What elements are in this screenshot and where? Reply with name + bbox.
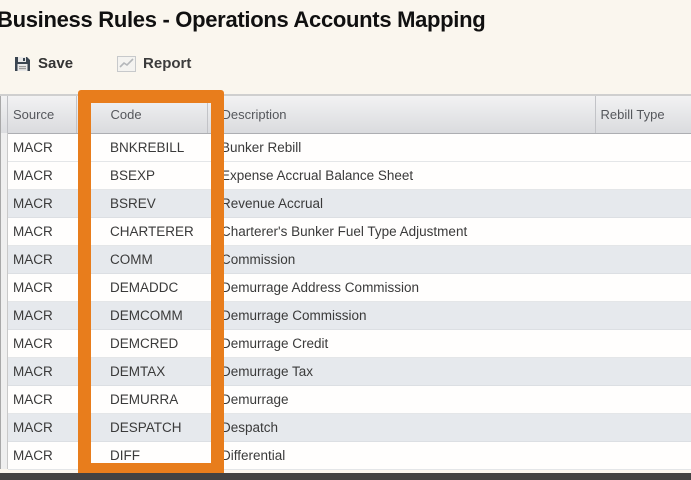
cell-description: Demurrage Commission: [207, 301, 595, 330]
page-title: Business Rules - Operations Accounts Map…: [0, 7, 486, 32]
save-button-label: Save: [38, 55, 74, 72]
cell-code: DESPATCH: [76, 413, 207, 442]
table-row[interactable]: MACR DEMCRED Demurrage Credit: [8, 329, 691, 358]
cell-description: Demurrage Address Commission: [207, 273, 595, 302]
table-row[interactable]: MACR DEMCOMM Demurrage Commission: [8, 301, 691, 330]
cell-rebill_type: [595, 161, 691, 190]
report-button-label: Report: [143, 55, 192, 72]
cell-code: BNKREBILL: [76, 133, 207, 162]
cell-rebill_type: [595, 329, 691, 358]
cell-code: CHARTERER: [76, 217, 207, 246]
table-row[interactable]: MACR DESPATCH Despatch: [8, 413, 691, 442]
column-header-rebill-type[interactable]: Rebill Type: [595, 96, 691, 134]
table-row[interactable]: MACR BNKREBILL Bunker Rebill: [8, 133, 691, 162]
cell-description: Expense Accrual Balance Sheet: [207, 161, 595, 190]
cell-source: MACR: [8, 161, 76, 190]
table-row[interactable]: MACR CHARTERER Charterer's Bunker Fuel Typ…: [8, 217, 691, 246]
cell-source: MACR: [8, 189, 76, 218]
cell-rebill_type: [595, 441, 691, 470]
bottom-bar: [0, 473, 691, 480]
cell-code: COMM: [76, 245, 207, 274]
table-row[interactable]: MACR DIFF Differential: [8, 441, 691, 470]
cell-code: DEMADDC: [76, 273, 207, 302]
cell-rebill_type: [595, 357, 691, 386]
table-row[interactable]: MACR COMM Commission: [8, 245, 691, 274]
cell-code: BSREV: [76, 189, 207, 218]
accounts-mapping-table: Source Code Description Rebill Type MACR…: [8, 96, 691, 470]
cell-description: Charterer's Bunker Fuel Type Adjustment: [207, 217, 595, 246]
table-row[interactable]: MACR BSREV Revenue Accrual: [8, 189, 691, 218]
cell-rebill_type: [595, 217, 691, 246]
table-row[interactable]: MACR DEMURRA Demurrage: [8, 385, 691, 414]
cell-rebill_type: [595, 413, 691, 442]
cell-source: MACR: [8, 133, 76, 162]
cell-description: Revenue Accrual: [207, 189, 595, 218]
toolbar: Save Report: [10, 53, 195, 74]
table-header-row: Source Code Description Rebill Type: [8, 96, 691, 134]
table-row[interactable]: MACR DEMTAX Demurrage Tax: [8, 357, 691, 386]
cell-source: MACR: [8, 413, 76, 442]
column-header-source[interactable]: Source: [8, 96, 77, 134]
cell-rebill_type: [595, 273, 691, 302]
cell-source: MACR: [8, 273, 76, 302]
column-header-description[interactable]: Description: [207, 96, 596, 134]
cell-source: MACR: [8, 357, 76, 386]
column-header-code[interactable]: Code: [76, 96, 208, 134]
cell-description: Demurrage Credit: [207, 329, 595, 358]
table-row[interactable]: MACR BSEXP Expense Accrual Balance Sheet: [8, 161, 691, 190]
cell-source: MACR: [8, 245, 76, 274]
floppy-disk-icon: [14, 55, 31, 72]
table-top-border: [0, 94, 691, 96]
cell-rebill_type: [595, 385, 691, 414]
cell-description: Differential: [207, 441, 595, 470]
cell-rebill_type: [595, 133, 691, 162]
cell-description: Despatch: [207, 413, 595, 442]
cell-rebill_type: [595, 301, 691, 330]
line-chart-icon: [117, 55, 137, 72]
cell-code: BSEXP: [76, 161, 207, 190]
cell-source: MACR: [8, 301, 76, 330]
cell-source: MACR: [8, 329, 76, 358]
cell-code: DIFF: [76, 441, 207, 470]
gutter-header-cell: [0, 96, 8, 133]
cell-code: DEMTAX: [76, 357, 207, 386]
row-selector-gutter: [0, 96, 8, 469]
cell-description: Commission: [207, 245, 595, 274]
save-button[interactable]: Save: [10, 53, 77, 74]
cell-source: MACR: [8, 441, 76, 470]
cell-source: MACR: [8, 385, 76, 414]
cell-rebill_type: [595, 245, 691, 274]
cell-description: Demurrage: [207, 385, 595, 414]
cell-source: MACR: [8, 217, 76, 246]
cell-rebill_type: [595, 189, 691, 218]
cell-description: Bunker Rebill: [207, 133, 595, 162]
cell-code: DEMCOMM: [76, 301, 207, 330]
cell-code: DEMCRED: [76, 329, 207, 358]
cell-code: DEMURRA: [76, 385, 207, 414]
table-row[interactable]: MACR DEMADDC Demurrage Address Commission: [8, 273, 691, 302]
report-button[interactable]: Report: [113, 53, 195, 74]
cell-description: Demurrage Tax: [207, 357, 595, 386]
